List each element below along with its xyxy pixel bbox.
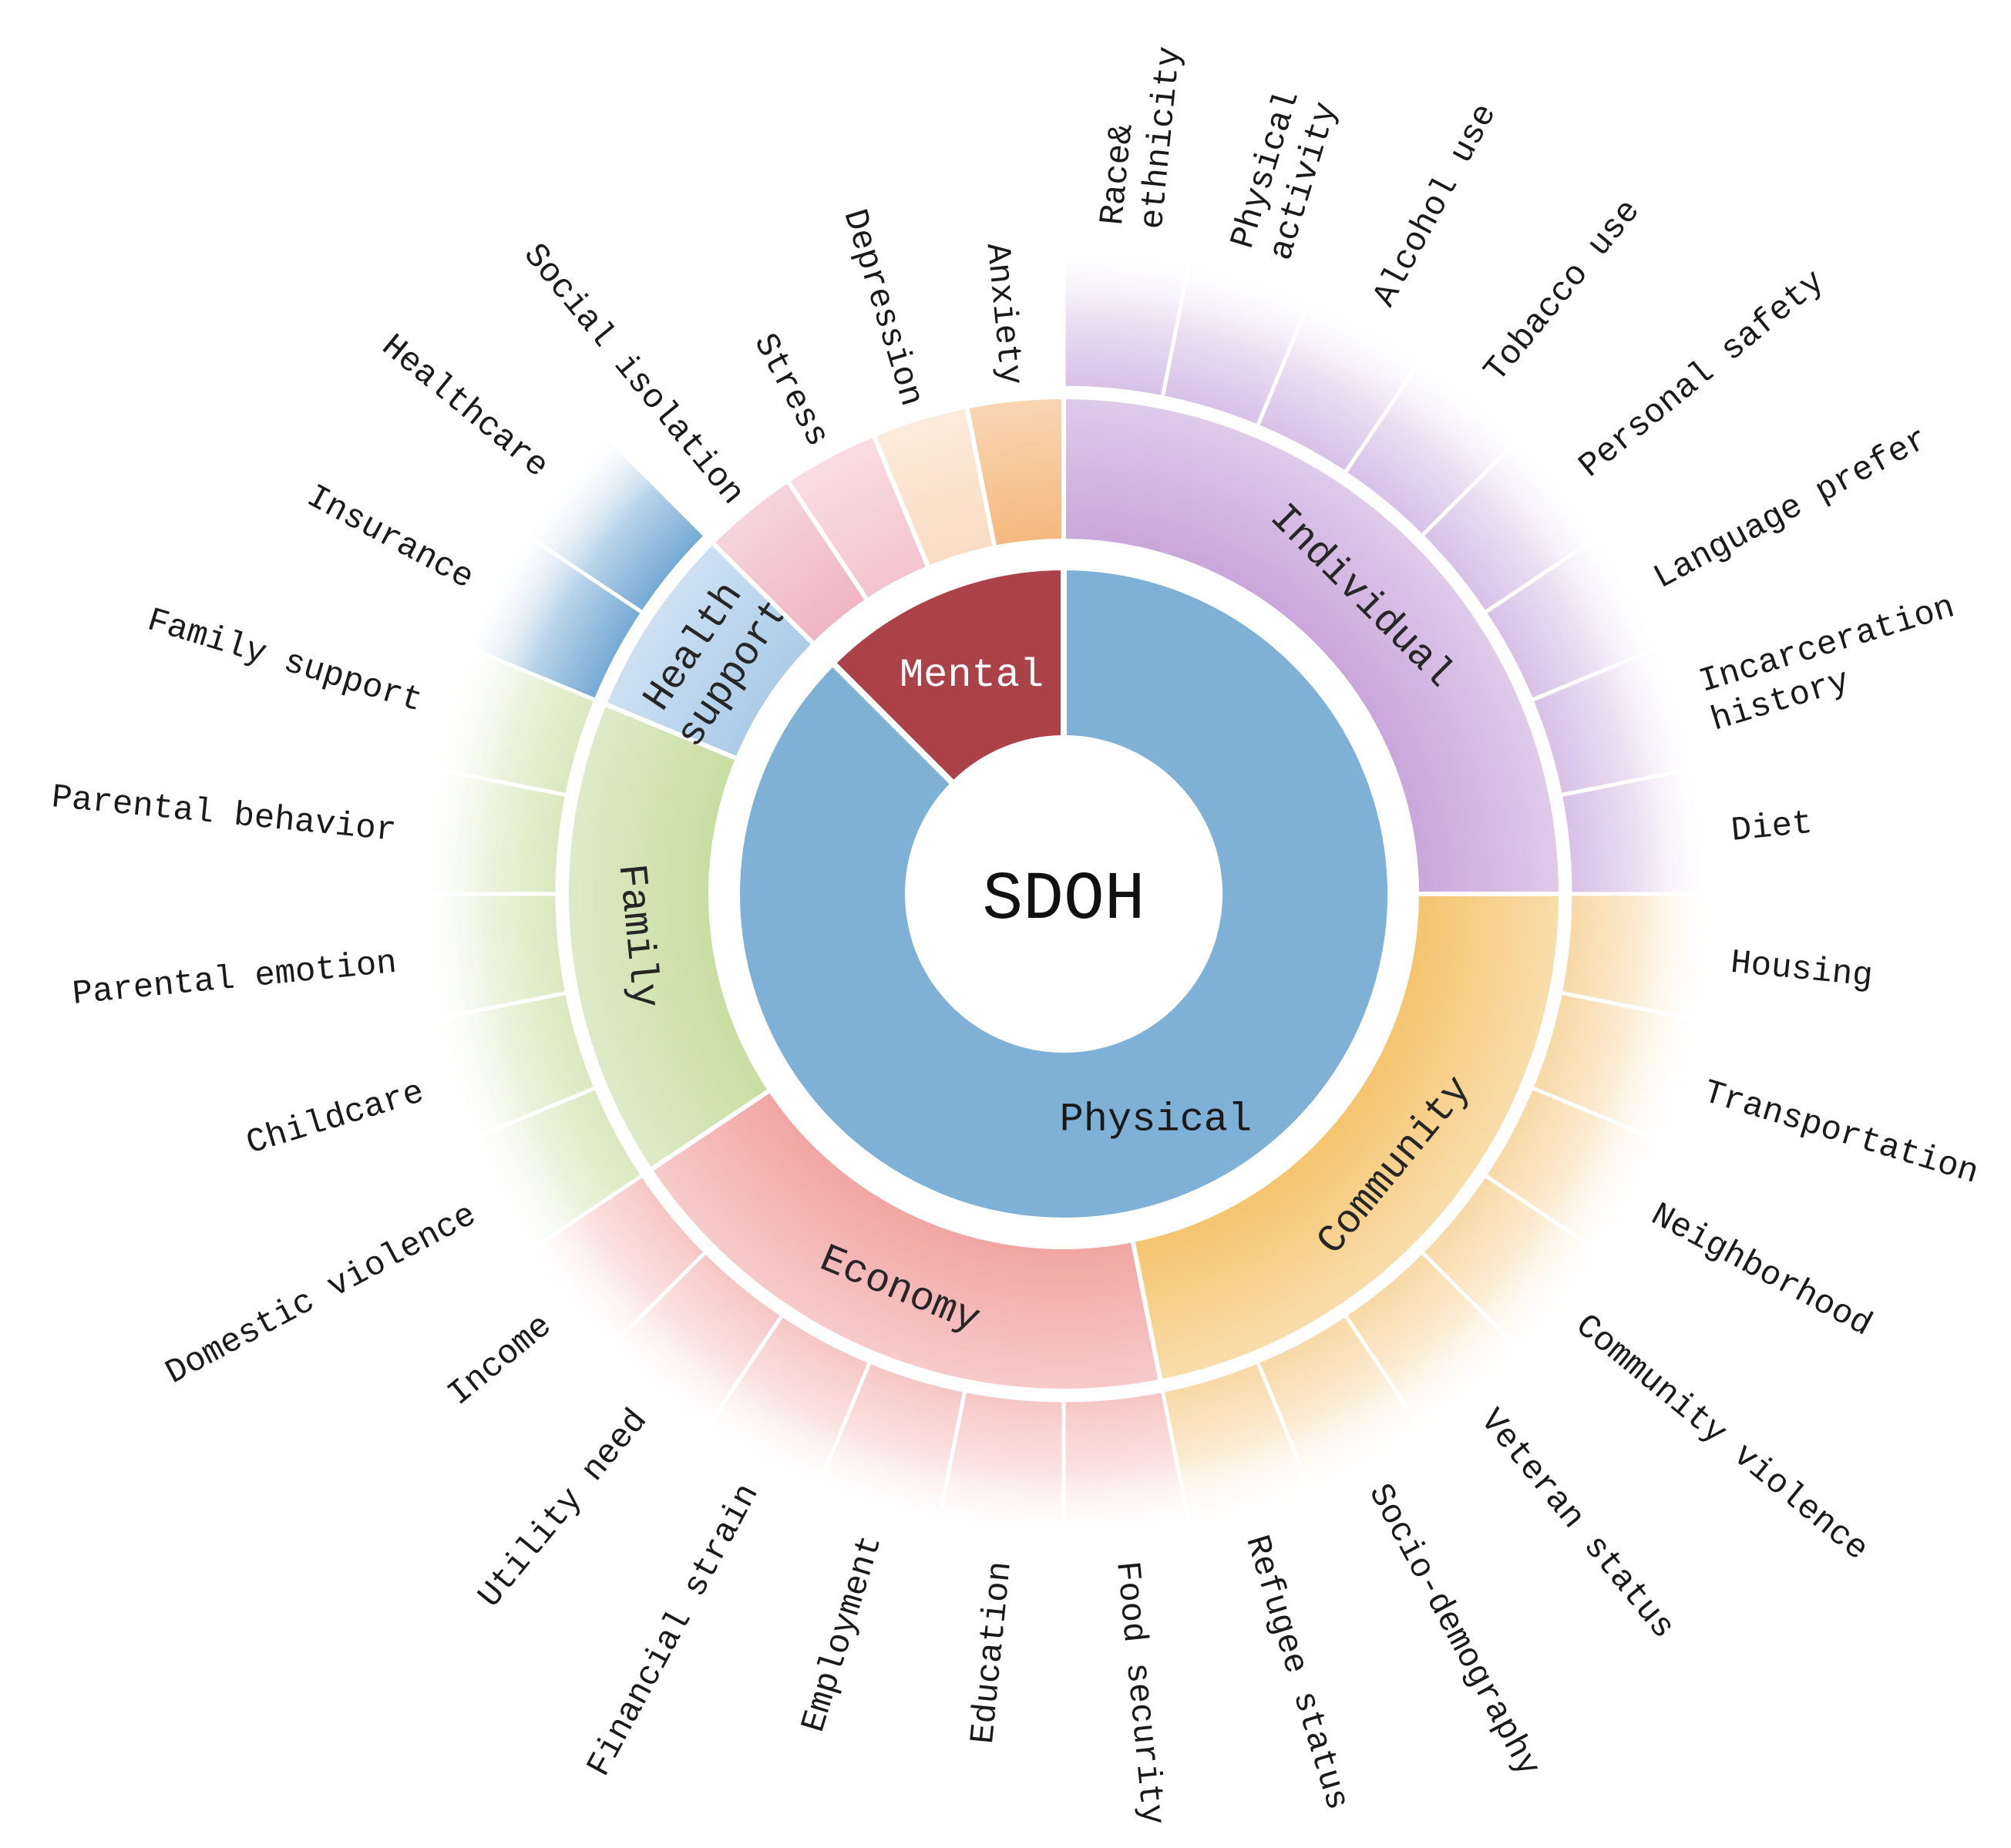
label-diet: Diet bbox=[1730, 805, 1814, 851]
label-insurance: Insurance bbox=[300, 478, 479, 598]
label-food-security: Food security bbox=[1107, 1560, 1171, 1827]
arc-healthcare bbox=[516, 428, 708, 616]
label-language-prefer: Language prefer bbox=[1648, 420, 1935, 598]
label-personal-safety: Personal safety bbox=[1572, 263, 1832, 486]
label-childcare: Childcare bbox=[242, 1074, 429, 1164]
label-education: Education bbox=[964, 1560, 1021, 1746]
label-community-violence: Community violence bbox=[1568, 1307, 1875, 1569]
arc-individual bbox=[1061, 394, 1564, 896]
label-financial-strain: Financial strain bbox=[580, 1478, 768, 1783]
arc-anxiety bbox=[963, 394, 1066, 551]
label-veteran-status: Veteran status bbox=[1471, 1402, 1682, 1646]
label-physical-activity: Physicalactivity bbox=[1224, 86, 1347, 265]
center-label: SDOH bbox=[982, 862, 1145, 939]
label-neighborhood: Neighborhood bbox=[1644, 1196, 1878, 1345]
label-incarceration-history: Incarcerationhistory bbox=[1695, 588, 1971, 740]
label-alcohol-use: Alcohol use bbox=[1366, 98, 1505, 314]
label-healthcare: Healthcare bbox=[374, 328, 556, 486]
label-race-ethnicity: Race&ethnicity bbox=[1094, 41, 1190, 230]
label-parental-behavior: Parental behavior bbox=[50, 778, 399, 851]
label-domestic-violence: Domestic violence bbox=[160, 1196, 483, 1393]
label-employment: Employment bbox=[795, 1531, 891, 1737]
label-refugee-status: Refugee status bbox=[1236, 1531, 1356, 1815]
arc-physical bbox=[734, 563, 1394, 1224]
label-anxiety: Anxiety bbox=[977, 241, 1030, 387]
label-mental: Mental bbox=[900, 653, 1044, 698]
arc-community bbox=[1129, 892, 1564, 1385]
label-parental-emotion: Parental emotion bbox=[71, 944, 399, 1014]
label-stress: Stress bbox=[745, 328, 836, 453]
label-utility-need: Utility need bbox=[471, 1402, 656, 1615]
label-housing: Housing bbox=[1729, 944, 1875, 996]
label-tobacco-use: Tobacco use bbox=[1477, 193, 1649, 390]
label-transportation: Transportation bbox=[1699, 1074, 1982, 1193]
label-income: Income bbox=[441, 1307, 560, 1414]
label-depression: Depression bbox=[835, 205, 930, 411]
arc-mental bbox=[828, 563, 1067, 788]
label-physical: Physical bbox=[1060, 1097, 1253, 1143]
arc-economy bbox=[647, 1087, 1164, 1393]
label-family-support: Family support bbox=[143, 601, 426, 721]
label-socio-demography: Socio-demography bbox=[1360, 1478, 1547, 1783]
